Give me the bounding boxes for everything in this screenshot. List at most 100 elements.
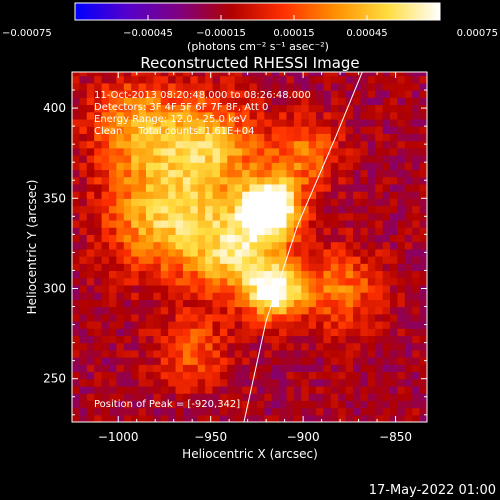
heatmap-cell <box>419 256 427 264</box>
heatmap-cell <box>108 205 117 214</box>
heatmap-cell <box>323 385 332 394</box>
heatmap-cell <box>271 277 280 286</box>
heatmap-cell <box>160 277 169 286</box>
heatmap-cell <box>227 292 236 300</box>
heatmap-cell <box>145 162 154 171</box>
heatmap-cell <box>160 364 169 373</box>
heatmap-cell <box>353 162 362 171</box>
heatmap-cell <box>190 118 199 127</box>
heatmap-cell <box>338 393 347 401</box>
heatmap-cell <box>190 270 199 279</box>
heatmap-cell <box>123 183 132 192</box>
heatmap-cell <box>138 248 147 257</box>
heatmap-cell <box>271 169 280 178</box>
heatmap-cell <box>323 277 332 286</box>
heatmap-cell <box>86 378 95 387</box>
heatmap-cell <box>94 97 103 106</box>
heatmap-cell <box>116 90 125 98</box>
heatmap-cell <box>286 97 295 106</box>
heatmap-cell <box>271 147 280 156</box>
heatmap-cell <box>79 219 88 228</box>
heatmap-cell <box>168 104 177 113</box>
heatmap-cell <box>301 227 310 235</box>
heatmap-cell <box>397 292 406 300</box>
heatmap-cell <box>108 133 117 142</box>
heatmap-cell <box>182 270 191 279</box>
heatmap-cell <box>375 234 384 243</box>
heatmap-cell <box>234 162 243 171</box>
heatmap-cell <box>234 385 243 394</box>
heatmap-cell <box>323 90 332 98</box>
heatmap-cell <box>249 176 258 185</box>
heatmap-cell <box>256 154 265 163</box>
heatmap-cell <box>131 147 140 156</box>
heatmap-cell <box>397 349 406 358</box>
heatmap-cell <box>123 313 132 322</box>
heatmap-cell <box>404 133 413 142</box>
heatmap-cell <box>271 320 280 329</box>
heatmap-cell <box>212 364 221 373</box>
heatmap-cell <box>219 212 228 221</box>
heatmap-cell <box>86 176 95 185</box>
heatmap-cell <box>131 241 140 250</box>
heatmap-cell <box>205 169 214 178</box>
heatmap-cell <box>116 205 125 214</box>
heatmap-cell <box>264 371 273 380</box>
heatmap-cell <box>367 133 376 142</box>
heatmap-cell <box>412 320 421 329</box>
heatmap-cell <box>72 154 80 163</box>
heatmap-cell <box>138 227 147 235</box>
heatmap-cell <box>108 371 117 380</box>
heatmap-cell <box>412 154 421 163</box>
heatmap-cell <box>316 82 325 91</box>
heatmap-cell <box>367 385 376 394</box>
heatmap-cell <box>123 227 132 235</box>
heatmap-cell <box>242 219 251 228</box>
heatmap-cell <box>138 313 147 322</box>
heatmap-cell <box>301 183 310 192</box>
heatmap-cell <box>338 82 347 91</box>
heatmap-cell <box>86 234 95 243</box>
heatmap-cell <box>101 75 110 84</box>
heatmap-cell <box>316 118 325 127</box>
heatmap-cell <box>271 133 280 142</box>
heatmap-cell <box>367 162 376 171</box>
heatmap-cell <box>131 75 140 84</box>
heatmap-cell <box>264 97 273 106</box>
heatmap-cell <box>279 320 288 329</box>
heatmap-cell <box>175 90 184 98</box>
heatmap-cell <box>205 263 214 272</box>
heatmap-cell <box>242 414 251 422</box>
heatmap-cell <box>168 256 177 264</box>
heatmap-cell <box>279 292 288 300</box>
heatmap-cell <box>412 400 421 409</box>
heatmap-cell <box>242 212 251 221</box>
heatmap-cell <box>382 371 391 380</box>
heatmap-cell <box>234 241 243 250</box>
heatmap-cell <box>323 364 332 373</box>
heatmap-cell <box>101 407 110 416</box>
heatmap-cell <box>101 219 110 228</box>
heatmap-cell <box>308 277 317 286</box>
heatmap-cell <box>375 335 384 344</box>
heatmap-cell <box>168 169 177 178</box>
heatmap-cell <box>264 147 273 156</box>
heatmap-cell <box>79 357 88 365</box>
heatmap-cell <box>94 227 103 235</box>
heatmap-cell <box>338 212 347 221</box>
heatmap-cell <box>279 234 288 243</box>
heatmap-cell <box>212 147 221 156</box>
heatmap-cell <box>353 176 362 185</box>
heatmap-cell <box>219 126 228 134</box>
heatmap-cell <box>72 248 80 257</box>
heatmap-cell <box>116 227 125 235</box>
heatmap-cell <box>94 342 103 351</box>
heatmap-cell <box>175 407 184 416</box>
heatmap-cell <box>190 75 199 84</box>
heatmap-cell <box>72 385 80 394</box>
heatmap-cell <box>397 205 406 214</box>
heatmap-cell <box>419 140 427 149</box>
heatmap-cell <box>72 90 80 98</box>
heatmap-cell <box>412 328 421 337</box>
heatmap-cell <box>419 118 427 127</box>
